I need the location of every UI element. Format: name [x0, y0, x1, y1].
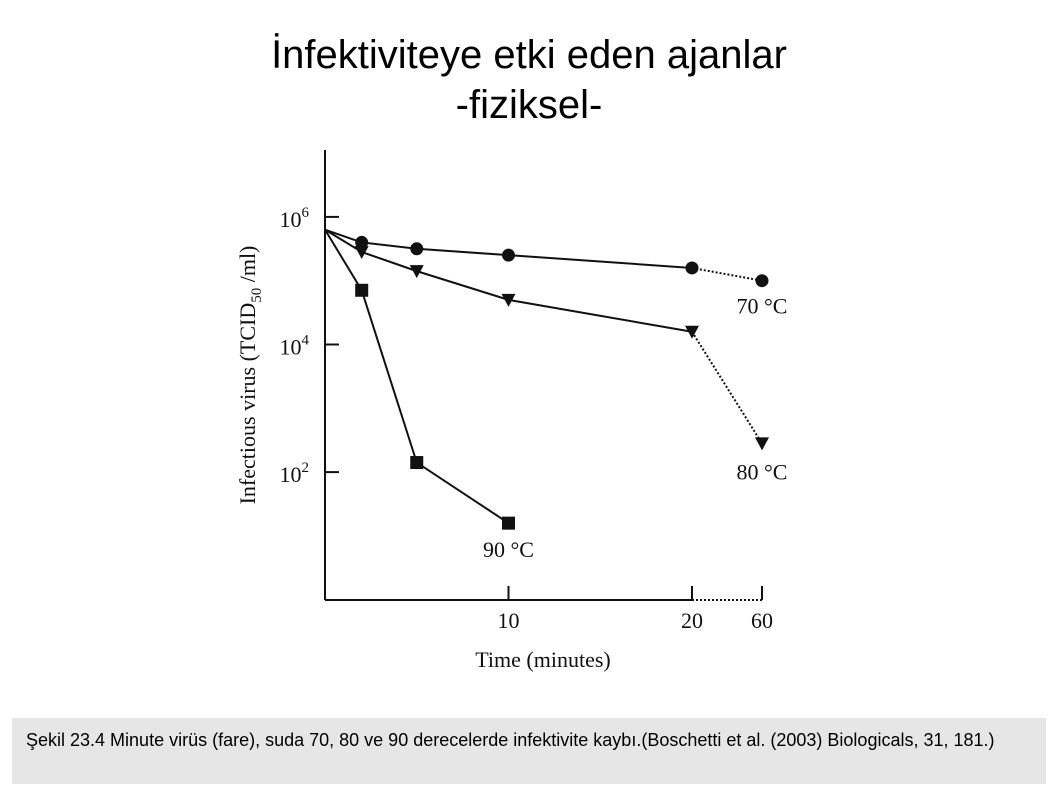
- series-1-point: [755, 437, 769, 451]
- series-0-point: [685, 261, 699, 275]
- series-2-point: [410, 456, 424, 470]
- series-1-point: [685, 325, 699, 339]
- series-1-label: 80 °C: [737, 459, 788, 484]
- y-tick-label: 102: [280, 460, 310, 487]
- inactivation-chart: 106 104 102 10 20 60 Time (minutes) Infectious …: [235, 150, 788, 672]
- x-axis-label: Time (minutes): [475, 647, 610, 672]
- series-2-label: 90 °C: [483, 537, 534, 562]
- series-0-dotted-segment: [691, 266, 763, 282]
- series-1-point: [409, 265, 424, 279]
- slide-title-line-1: İnfektiviteye etki eden ajanlar: [271, 33, 787, 77]
- series-1-dotted-segment: [691, 331, 763, 444]
- slide-title: İnfektiviteye etki eden ajanlar -fizikse…: [0, 30, 1058, 130]
- series-0-point: [755, 274, 769, 288]
- series-0-point: [502, 248, 515, 262]
- x-tick-label: 10: [498, 608, 520, 633]
- series-0-point: [355, 235, 369, 249]
- series-0-label: 70 °C: [737, 294, 788, 319]
- figure-caption: Şekil 23.4 Minute virüs (fare), suda 70,…: [12, 718, 1046, 784]
- y-tick-label: 104: [280, 333, 310, 360]
- series-0-point: [410, 242, 424, 256]
- slide-title-line-2: -fiziksel-: [455, 83, 603, 127]
- series-1-point: [501, 293, 516, 307]
- x-tick-label: 60: [751, 608, 773, 633]
- series-2-point: [502, 516, 515, 530]
- series-2-point: [355, 283, 369, 297]
- x-tick-label: 20: [681, 608, 703, 633]
- series-2-line: [324, 229, 510, 524]
- y-axis-label: Infectious virus (TCID50 /ml): [235, 246, 265, 505]
- y-tick-label: 106: [280, 205, 310, 232]
- series-1-point: [354, 245, 369, 259]
